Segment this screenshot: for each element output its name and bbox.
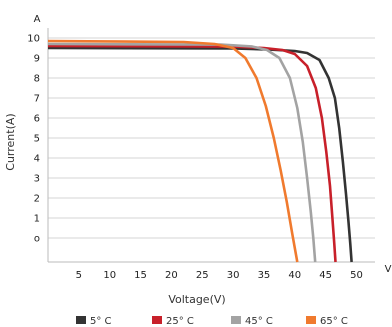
y-tick-labels: o 1 2 3 4 5 6 7 8 9 10 xyxy=(27,34,40,245)
y-tick-label: 7 xyxy=(34,94,40,105)
x-tick-label: 40 xyxy=(288,270,301,281)
x-tick-labels: 5 10 15 20 25 30 35 40 45 50 xyxy=(76,270,363,281)
legend-label: 25° C xyxy=(166,316,194,327)
legend-swatch xyxy=(152,316,162,324)
x-tick-label: 15 xyxy=(134,270,147,281)
x-tick-label: 20 xyxy=(165,270,178,281)
series-lines xyxy=(47,39,353,263)
x-tick-label: 35 xyxy=(258,270,271,281)
x-axis-title: Voltage(V) xyxy=(168,293,225,306)
grid-lines xyxy=(48,37,375,239)
series-line xyxy=(47,39,299,263)
legend-swatch xyxy=(76,316,86,324)
legend-swatch xyxy=(306,316,316,324)
y-tick-label: o xyxy=(34,234,40,245)
series-line xyxy=(47,42,317,263)
x-tick-label: 5 xyxy=(76,270,82,281)
y-tick-label: 3 xyxy=(34,174,40,185)
series-line xyxy=(47,46,353,263)
legend-label: 45° C xyxy=(245,316,273,327)
y-tick-label: 8 xyxy=(34,74,40,85)
legend: 5° C 25° C 45° C 65° C xyxy=(76,316,348,327)
y-tick-label: 2 xyxy=(34,194,40,205)
x-unit-label: V xyxy=(385,264,392,275)
x-tick-label: 45 xyxy=(319,270,332,281)
y-tick-label: 4 xyxy=(34,154,40,165)
x-tick-label: 25 xyxy=(196,270,209,281)
y-tick-label: 5 xyxy=(34,134,40,145)
axes xyxy=(47,28,375,263)
y-tick-label: 6 xyxy=(34,114,40,125)
x-tick-label: 10 xyxy=(103,270,116,281)
x-tick-label: 30 xyxy=(227,270,240,281)
y-unit-label: A xyxy=(34,14,41,25)
legend-label: 5° C xyxy=(90,316,112,327)
y-tick-label: 1 xyxy=(34,214,40,225)
legend-label: 65° C xyxy=(320,316,348,327)
y-tick-label: 10 xyxy=(27,34,40,45)
x-tick-label: 50 xyxy=(350,270,363,281)
y-tick-label: 9 xyxy=(34,54,40,65)
y-axis-title: Current(A) xyxy=(4,113,17,170)
legend-swatch xyxy=(231,316,241,324)
